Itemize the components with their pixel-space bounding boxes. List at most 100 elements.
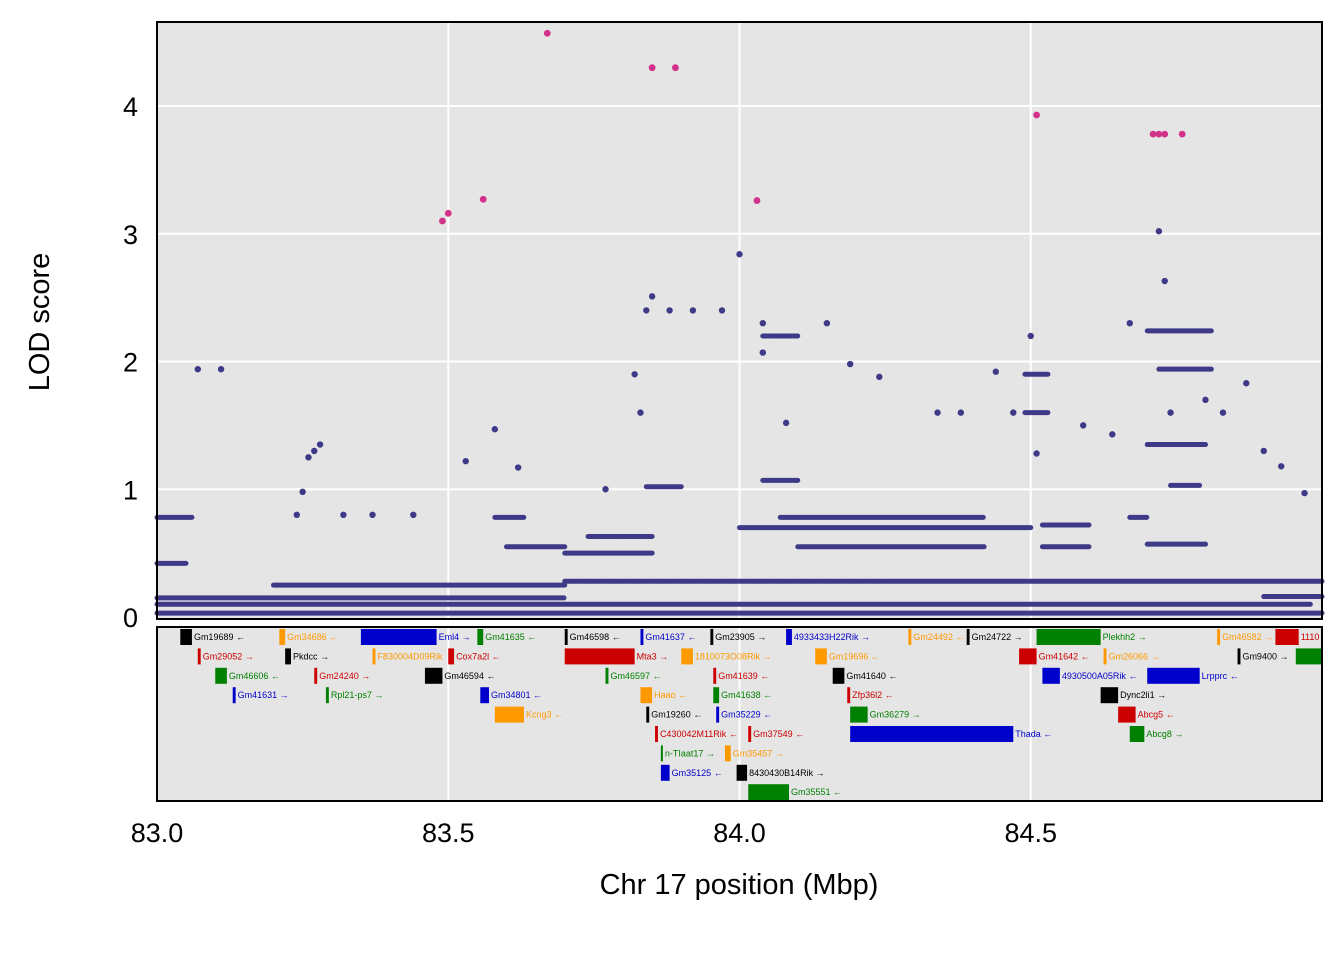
gene-label: F830004D09Rik [377,651,443,661]
gene-strand-arrow: ← [552,710,564,720]
gene-strand-arrow: → [277,690,289,700]
lod-point [823,319,831,327]
gene-body [786,629,792,645]
gene-body [1129,726,1145,742]
gene-name: Gm46606 [229,671,269,681]
gene: 1810073O08Rik → [681,648,772,665]
gene-body [424,667,443,684]
gene-label: Gm46598 ← [570,632,621,642]
y-axis-title: LOD score [24,253,56,392]
gene-strand-arrow: ← [1078,651,1090,661]
gene-name: C430042M11Rik [660,729,727,739]
lod-point [876,373,883,381]
lod-point [316,441,324,448]
gene-strand-arrow: ← [1227,671,1239,681]
lod-point [643,307,650,314]
gene: Zfp36l2 ← [847,687,894,704]
gene: Gm41640 ← [832,667,898,684]
gene-body [1019,648,1037,665]
gene: 4933433H22Rik → [786,629,870,645]
lod-point [1219,409,1227,416]
gene-body [1118,706,1136,723]
gene-body [646,706,650,723]
gene-body [713,667,717,684]
gene: Eml4 → [360,629,471,645]
gene-strand-arrow: → [359,671,371,681]
gene-body [832,667,845,684]
gene-strand-arrow: ← [886,671,898,681]
gene-body [1100,687,1119,704]
gene-strand-arrow: ← [484,671,496,681]
gene: 4930500A05Rik ← [1042,667,1138,684]
gene-label: Gm46582 → [1222,632,1273,642]
gene-label: Haao ← [654,690,687,700]
gene-name: n-TIaat17 [665,748,704,758]
gene-name: Mta3 [637,651,657,661]
gene-label: Abcg8 → [1146,729,1183,739]
gene-name: Gm36279 [870,710,910,720]
gene: Cox7a2l ← [448,648,501,665]
gene-strand-arrow: ← [531,690,543,700]
gene-strand-arrow: ← [1126,671,1138,681]
gene: Rpl21-ps7 → [325,687,383,704]
lod-point [1161,277,1168,285]
gene: Dync2li1 → [1100,687,1166,704]
gene: Gm41631 → [232,687,289,704]
x-axis-title: Chr 17 position (Mbp) [600,869,879,901]
gene: Gm35551 ← [748,784,842,801]
gene-label: Kcng3 ← [526,710,563,720]
gene-label: Plekhh2 → [1103,632,1147,642]
gene-strand-arrow: → [459,632,471,642]
gene-name: Gm35551 [791,787,831,797]
y-tick-label: 0 [123,603,138,633]
gene-body [314,667,318,684]
gene-body [480,687,490,704]
gene-label: 1810073O08Rik → [695,651,772,661]
gene-body [1042,667,1060,684]
lod-panel-border [156,21,1323,620]
gene-body [1036,629,1101,645]
gene-body [232,687,236,704]
lod-point [299,488,306,496]
gene-strand-arrow: ← [685,632,697,642]
x-tick-label: 83.0 [131,818,184,848]
gene-strand-arrow: → [755,632,767,642]
gene-name: Gm46597 [610,671,650,681]
gene: Thada ← [850,726,1052,742]
lod-highlight-point [439,217,446,225]
gene: C430042M11Rik ← [655,726,738,742]
gene-name: Gm35229 [721,710,761,720]
lod-point [1079,422,1087,429]
lod-point [217,365,225,373]
gene-label: Gm36279 → [870,710,921,720]
gene: Gm46606 ← [215,667,280,684]
gene-name: Eml4 [439,632,460,642]
x-gridlines [447,22,1032,619]
gene-strand-arrow: ← [1041,729,1053,739]
gene: Abcg8 → [1129,726,1183,742]
x-tick-label: 84.5 [1004,818,1057,848]
gene-label: 8430430B14Rik → [749,768,825,778]
lod-points [194,228,1308,519]
gene-name: Abcg5 [1138,710,1164,720]
gene-label: Gm41642 ← [1039,651,1090,661]
lod-highlight-point [479,195,487,203]
gene-body [681,648,693,665]
gene-body [1217,629,1221,645]
gene: Haao ← [640,687,687,704]
gene: Gm34801 ← [480,687,543,704]
gene-name: F830004D09Rik [377,651,443,661]
gene-body [640,629,644,645]
gene-strand-arrow: → [657,651,669,661]
gene-label: Gm35125 ← [672,768,723,778]
gene-label: 4933433H22Rik → [794,632,870,642]
gene-name: Gm46594 [444,671,484,681]
gene-label: Gm37549 ← [753,729,804,739]
gene-label: Gm24722 → [972,632,1023,642]
gene: Gm46594 ← [424,667,496,684]
gene-body [215,667,227,684]
gene-body [640,687,653,704]
gene: Gm41637 ← [640,629,696,645]
lod-point [1033,450,1040,457]
gene: Gm41638 ← [713,687,772,704]
